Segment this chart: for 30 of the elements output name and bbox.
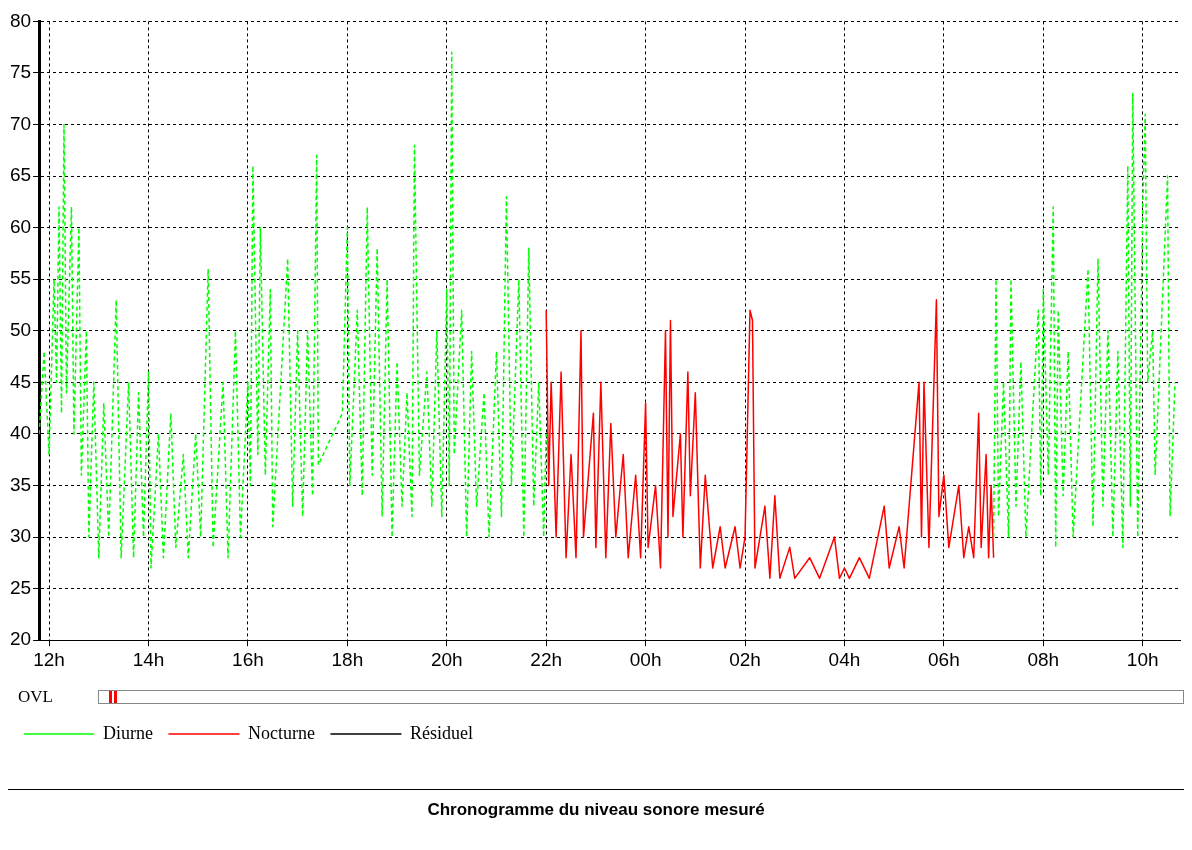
legend-label: Nocturne [247, 722, 315, 743]
x-tick-label: 02h [729, 648, 761, 670]
x-tick-label: 14h [132, 648, 165, 670]
text: Chronogramme du niveau sonore mesuré [8, 789, 1184, 830]
y-tick-label: 45 [9, 370, 32, 392]
legend-label: Résiduel [409, 722, 473, 743]
x-tick-label: 16h [232, 648, 264, 670]
y-tick-label: 65 [9, 164, 32, 186]
x-tick-label: 20h [430, 648, 463, 670]
y-tick-label: 35 [9, 473, 32, 495]
text: OVL [18, 687, 54, 707]
x-tick-label: 04h [828, 648, 861, 670]
y-tick-label: 75 [9, 61, 32, 83]
x-tick-label: 18h [331, 648, 364, 670]
x-tick-label: 12h [33, 648, 65, 670]
y-tick-label: 55 [9, 267, 32, 289]
y-tick-label: 70 [9, 112, 32, 134]
legend-label: Diurne [103, 722, 153, 743]
y-tick-label: 30 [9, 525, 32, 547]
y-tick-label: 25 [9, 576, 32, 598]
y-tick-label: 20 [9, 628, 32, 650]
x-tick-label: 22h [530, 648, 563, 670]
x-tick-label: 10h [1126, 648, 1159, 670]
y-tick-label: 60 [9, 215, 32, 237]
x-tick-label: 00h [629, 648, 662, 670]
y-tick-label: 50 [9, 319, 32, 341]
x-tick-label: 08h [1027, 648, 1060, 670]
y-tick-label: 40 [9, 422, 32, 444]
y-tick-label: 80 [9, 9, 32, 31]
x-tick-label: 06h [928, 648, 960, 670]
